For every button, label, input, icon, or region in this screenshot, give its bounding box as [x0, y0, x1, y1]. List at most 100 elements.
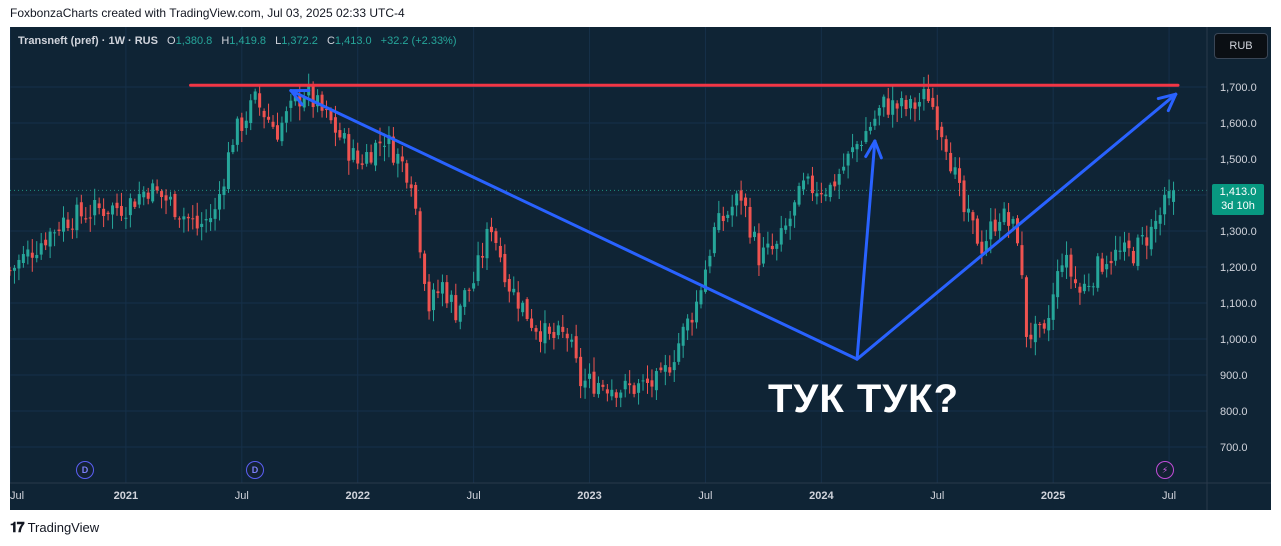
candle-body	[1011, 218, 1015, 224]
price-chart[interactable]: 1,700.01,600.01,500.01,400.01,300.01,200…	[10, 27, 1271, 510]
candle-body	[654, 371, 658, 391]
candle-body	[596, 382, 600, 395]
candle-body	[396, 153, 400, 164]
candle-body	[391, 136, 395, 163]
candle-body	[267, 116, 271, 120]
candle-body	[258, 93, 262, 108]
dividend-marker[interactable]: D	[76, 461, 94, 479]
candle-body	[21, 254, 25, 263]
candle-body	[628, 383, 632, 386]
candle-body	[182, 216, 186, 220]
candle-body	[690, 319, 694, 323]
candle-body	[645, 378, 649, 383]
candle-body	[356, 150, 360, 164]
candle-body	[1140, 235, 1144, 237]
candle-body	[1158, 215, 1162, 224]
candle-body	[48, 231, 52, 247]
candle-body	[966, 208, 970, 213]
candle-body	[200, 223, 204, 227]
candle-body	[160, 191, 164, 197]
candle-body	[539, 331, 543, 342]
candle-body	[565, 333, 569, 339]
candle-body	[672, 362, 676, 371]
candle-body	[744, 197, 748, 206]
close-label: C	[326, 35, 335, 47]
candle-body	[1118, 250, 1122, 252]
candle-body	[561, 326, 565, 332]
time-tick-label: Jul	[10, 490, 24, 502]
candle-body	[400, 156, 404, 162]
candle-body	[17, 259, 21, 269]
high-value: 1,419.8	[229, 35, 266, 47]
candle-body	[721, 215, 725, 222]
candle-body	[708, 255, 712, 267]
candle-body	[209, 218, 213, 223]
time-tick-label: 2022	[345, 490, 369, 502]
candle-body	[382, 145, 386, 147]
candle-body	[726, 214, 730, 219]
tradingview-logo[interactable]: 𝟏𝟕 TradingView	[10, 519, 99, 536]
annotation-text[interactable]: ТУК ТУК?	[768, 377, 960, 421]
candle-body	[476, 255, 480, 282]
candle-body	[855, 144, 859, 150]
currency-button[interactable]: RUB	[1214, 33, 1268, 59]
open-label: O	[167, 35, 176, 47]
candle-body	[1056, 271, 1060, 298]
candle-body	[1051, 294, 1055, 320]
candle-body	[810, 175, 814, 194]
candle-body	[525, 299, 529, 319]
time-tick-label: Jul	[235, 490, 249, 502]
candle-body	[699, 290, 703, 305]
candle-body	[418, 211, 422, 253]
time-tick-label: Jul	[1162, 490, 1176, 502]
chart-area[interactable]: 1,700.01,600.01,500.01,400.01,300.01,200…	[10, 27, 1271, 510]
candle-body	[717, 213, 721, 231]
ohlc-legend: Transneft (pref) · 1W · RUS O1,380.8 H1,…	[18, 35, 457, 47]
time-tick-label: Jul	[698, 490, 712, 502]
candle-body	[467, 289, 471, 291]
candle-body	[971, 212, 975, 221]
candle-body	[989, 221, 993, 240]
candle-body	[547, 326, 551, 334]
candle-body	[1136, 237, 1140, 266]
candle-body	[619, 392, 623, 398]
candle-body	[186, 216, 190, 219]
candle-body	[784, 225, 788, 230]
dividend-marker[interactable]: D	[246, 461, 264, 479]
candle-body	[668, 367, 672, 373]
candle-body	[472, 283, 476, 289]
candle-body	[244, 120, 248, 129]
candle-body	[1149, 226, 1153, 250]
candle-body	[88, 217, 92, 219]
candle-body	[601, 384, 605, 387]
trend-line	[855, 139, 877, 361]
price-tick-label: 1,000.0	[1220, 334, 1257, 346]
candle-body	[1029, 334, 1033, 340]
lightning-icon[interactable]: ⚡	[1156, 461, 1174, 479]
candle-body	[463, 290, 467, 307]
symbol-name[interactable]: Transneft (pref) · 1W · RUS	[18, 35, 158, 47]
candle-body	[761, 247, 765, 264]
candle-body	[1002, 208, 1006, 223]
candle-body	[779, 228, 783, 245]
candle-body	[605, 389, 609, 394]
candle-body	[427, 281, 431, 312]
candle-body	[980, 241, 984, 254]
candle-body	[409, 184, 413, 189]
candle-body	[775, 243, 779, 249]
candle-body	[436, 291, 440, 294]
candle-body	[712, 227, 716, 254]
candle-body	[730, 206, 734, 216]
candle-body	[1038, 324, 1042, 326]
candle-body	[926, 88, 930, 101]
candle-body	[610, 389, 614, 397]
candle-body	[922, 88, 926, 100]
candle-body	[953, 167, 957, 175]
candle-body	[137, 194, 141, 205]
candle-body	[1114, 249, 1118, 261]
candle-body	[432, 289, 436, 311]
candle-body	[815, 193, 819, 197]
candle-body	[168, 196, 172, 200]
candle-body	[824, 194, 828, 197]
candle-body	[485, 228, 489, 259]
